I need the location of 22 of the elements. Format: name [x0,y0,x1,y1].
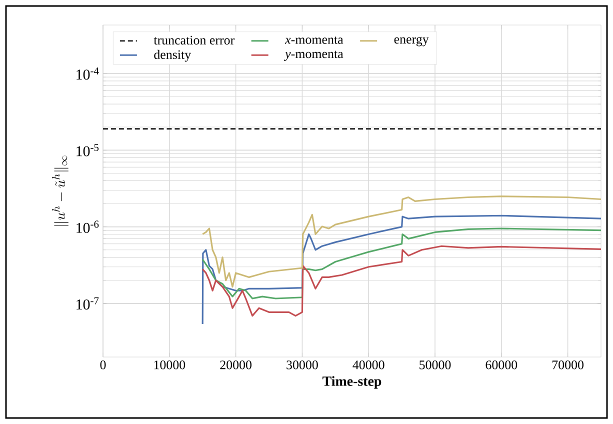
y-tick-label: 10$^{-5}$ [76,144,99,156]
line-series [202,245,602,317]
y-axis-title: $\|u^h -\tilde{u}^h \|_\infty$ [52,156,68,226]
x-tick-label: 10000 [154,360,186,370]
x-tick-label: 60000 [486,360,518,370]
x-tick-label: 50000 [420,360,451,370]
x-tick-label: 30000 [286,360,318,370]
legend-label: y-momenta [284,50,344,61]
line-series [202,228,602,300]
legend-label: x-momenta [284,36,344,44]
x-tick-label: 70000 [552,360,584,370]
y-tick-label: 10$^{-4}$ [76,67,99,80]
x-tick-label: 20000 [220,360,252,370]
legend-label: density [154,50,192,62]
x-tick-label: 40000 [352,360,384,370]
x-tick-label: 0 [100,360,106,370]
x-axis-title: Time-step [322,376,382,389]
y-tick-label: 10$^{-7}$ [76,297,99,310]
legend-label: truncation error [154,36,234,45]
legend-label: energy [394,36,429,46]
y-tick-label: 10$^{-6}$ [76,220,99,233]
line-series [202,196,602,288]
